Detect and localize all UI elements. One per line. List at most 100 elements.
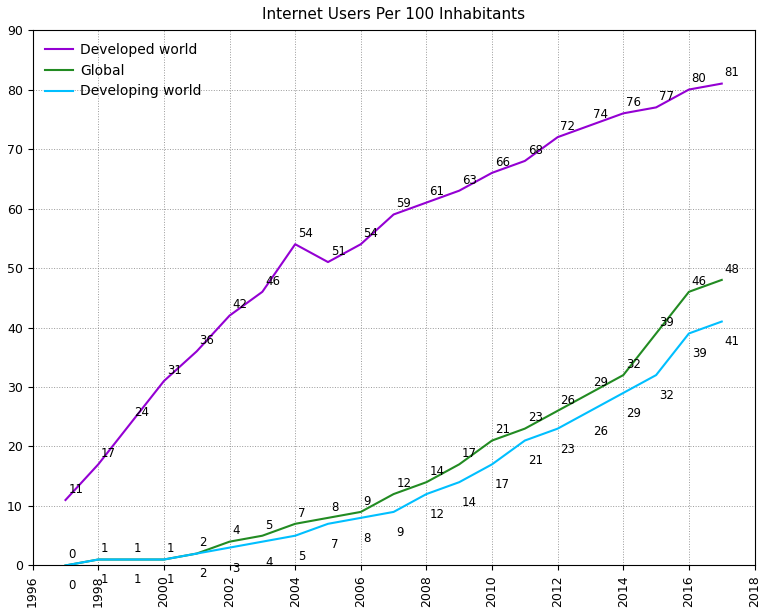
Developed world: [619, 110, 628, 117]
Text: 21: 21: [495, 424, 510, 437]
Title: Internet Users Per 100 Inhabitants: Internet Users Per 100 Inhabitants: [262, 7, 525, 22]
Developing world: [455, 478, 464, 486]
Text: 39: 39: [692, 348, 707, 360]
Developed world: [422, 199, 431, 206]
Text: 81: 81: [724, 66, 740, 79]
Developing world: [717, 318, 727, 325]
Text: 2: 2: [200, 537, 207, 550]
Developing world: [323, 520, 333, 527]
Text: 23: 23: [528, 411, 542, 424]
Text: 11: 11: [68, 483, 83, 496]
Developed world: [455, 187, 464, 195]
Text: 46: 46: [265, 274, 280, 287]
Developing world: [520, 437, 529, 444]
Text: 1: 1: [134, 573, 141, 586]
Developed world: [684, 86, 694, 93]
Text: 72: 72: [561, 120, 575, 133]
Global: [290, 520, 300, 527]
Global: [225, 538, 234, 545]
Text: 14: 14: [429, 465, 444, 478]
Text: 21: 21: [528, 454, 543, 467]
Developed world: [192, 348, 201, 355]
Text: 59: 59: [396, 197, 411, 211]
Text: 7: 7: [331, 538, 338, 551]
Text: 17: 17: [495, 478, 510, 491]
Developed world: [520, 157, 529, 165]
Global: [258, 532, 267, 539]
Text: 74: 74: [593, 108, 608, 121]
Text: 39: 39: [659, 316, 674, 329]
Text: 41: 41: [724, 335, 740, 348]
Text: 1: 1: [101, 573, 108, 586]
Developing world: [488, 460, 497, 468]
Global: [651, 330, 660, 337]
Text: 23: 23: [561, 443, 575, 456]
Text: 32: 32: [659, 389, 674, 402]
Legend: Developed world, Global, Developing world: Developed world, Global, Developing worl…: [40, 37, 207, 104]
Global: [455, 460, 464, 468]
Developed world: [159, 378, 168, 385]
Text: 12: 12: [429, 508, 444, 521]
Text: 80: 80: [692, 72, 707, 85]
Global: [356, 508, 366, 516]
Global: [520, 425, 529, 432]
Text: 0: 0: [68, 580, 75, 593]
Developing world: [159, 556, 168, 563]
Text: 8: 8: [331, 500, 338, 514]
Developed world: [586, 122, 595, 129]
Developed world: [389, 211, 399, 218]
Developing world: [61, 562, 70, 569]
Text: 4: 4: [265, 556, 273, 569]
Developed world: [290, 241, 300, 248]
Global: [94, 556, 103, 563]
Text: 9: 9: [363, 495, 371, 508]
Text: 1: 1: [101, 542, 108, 555]
Text: 26: 26: [561, 394, 575, 406]
Text: 12: 12: [396, 477, 412, 490]
Text: 24: 24: [134, 405, 149, 419]
Developed world: [258, 288, 267, 295]
Developing world: [422, 491, 431, 498]
Developing world: [258, 538, 267, 545]
Text: 46: 46: [692, 274, 707, 287]
Developed world: [127, 419, 136, 426]
Global: [127, 556, 136, 563]
Text: 5: 5: [298, 550, 306, 562]
Text: 17: 17: [101, 447, 116, 460]
Developed world: [553, 133, 562, 141]
Text: 9: 9: [396, 526, 404, 539]
Text: 17: 17: [462, 447, 477, 460]
Text: 76: 76: [626, 96, 641, 109]
Text: 68: 68: [528, 144, 542, 157]
Text: 32: 32: [626, 358, 641, 371]
Global: [684, 288, 694, 295]
Text: 1: 1: [134, 542, 141, 555]
Text: 26: 26: [593, 425, 608, 438]
Developing world: [389, 508, 399, 516]
Developing world: [619, 389, 628, 397]
Developing world: [651, 371, 660, 379]
Text: 7: 7: [298, 507, 306, 519]
Text: 1: 1: [167, 573, 174, 586]
Developed world: [488, 169, 497, 176]
Text: 0: 0: [68, 548, 75, 561]
Developing world: [586, 407, 595, 414]
Developing world: [127, 556, 136, 563]
Global: [422, 478, 431, 486]
Text: 42: 42: [233, 298, 247, 311]
Line: Global: Global: [65, 280, 722, 565]
Developed world: [225, 312, 234, 319]
Developing world: [94, 556, 103, 563]
Text: 48: 48: [724, 263, 740, 276]
Text: 29: 29: [593, 376, 608, 389]
Developing world: [192, 550, 201, 558]
Text: 66: 66: [495, 156, 510, 169]
Developed world: [717, 80, 727, 87]
Developing world: [684, 330, 694, 337]
Line: Developing world: Developing world: [65, 322, 722, 565]
Global: [553, 407, 562, 414]
Text: 4: 4: [233, 524, 240, 537]
Global: [717, 276, 727, 284]
Line: Developed world: Developed world: [65, 84, 722, 500]
Global: [619, 371, 628, 379]
